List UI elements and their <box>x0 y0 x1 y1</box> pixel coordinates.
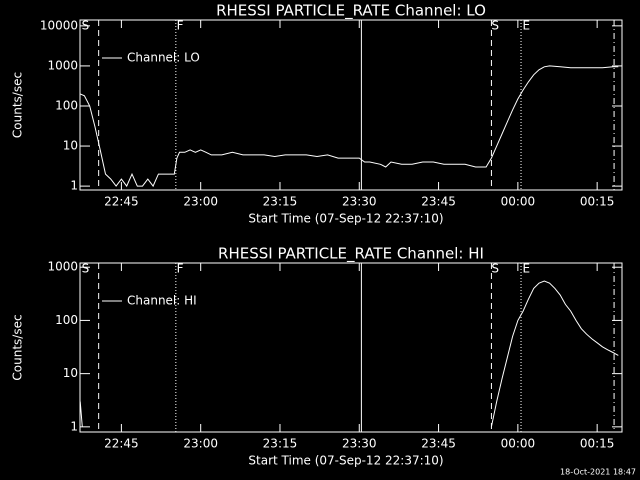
y-tick-label: 1 <box>70 419 78 433</box>
event-flag: S <box>491 262 499 276</box>
y-axis-label: Counts/sec <box>11 314 25 380</box>
x-tick-label: 23:30 <box>342 195 377 209</box>
x-tick-label: 00:15 <box>580 437 615 451</box>
chart-title: RHESSI PARTICLE_RATE Channel: HI <box>218 245 484 264</box>
chart-title: RHESSI PARTICLE_RATE Channel: LO <box>216 2 486 21</box>
event-flag: S <box>82 19 90 33</box>
y-tick-label: 100 <box>55 313 78 327</box>
series-line <box>80 280 619 427</box>
x-tick-label: 23:00 <box>183 437 218 451</box>
series-line <box>80 65 619 188</box>
y-tick-label: 1000 <box>47 58 78 72</box>
x-axis-label: Start Time (07-Sep-12 22:37:10) <box>248 454 443 468</box>
x-tick-label: 23:00 <box>183 195 218 209</box>
plot-frame <box>79 262 623 433</box>
y-tick-label: 1000 <box>47 260 78 274</box>
y-tick-label: 100 <box>55 98 78 112</box>
x-tick-label: 00:15 <box>580 195 615 209</box>
footer: 18-Oct-2021 18:47 <box>560 468 636 477</box>
event-flag: S <box>491 19 499 33</box>
legend-label: Channel: LO <box>127 51 200 65</box>
event-flag: E <box>523 262 531 276</box>
x-tick-label: 00:00 <box>501 195 536 209</box>
x-tick-label: 00:00 <box>501 437 536 451</box>
event-flag: F <box>177 262 184 276</box>
x-tick-label: 22:45 <box>104 195 139 209</box>
x-tick-label: 23:45 <box>421 195 456 209</box>
x-tick-label: 23:15 <box>263 437 298 451</box>
event-flag: F <box>177 19 184 33</box>
event-flag: E <box>523 19 531 33</box>
x-tick-label: 22:45 <box>104 437 139 451</box>
y-tick-label: 1 <box>70 179 78 193</box>
event-flag: S <box>82 262 90 276</box>
x-tick-label: 23:30 <box>342 437 377 451</box>
y-tick-label: 10 <box>63 139 78 153</box>
x-tick-label: 23:45 <box>421 437 456 451</box>
x-axis-label: Start Time (07-Sep-12 22:37:10) <box>248 212 443 226</box>
legend-label: Channel: HI <box>127 294 197 308</box>
x-tick-label: 23:15 <box>263 195 298 209</box>
y-axis-label: Counts/sec <box>11 72 25 138</box>
y-tick-label: 10000 <box>40 18 78 32</box>
plot-frame <box>79 19 623 191</box>
y-tick-label: 10 <box>63 366 78 380</box>
